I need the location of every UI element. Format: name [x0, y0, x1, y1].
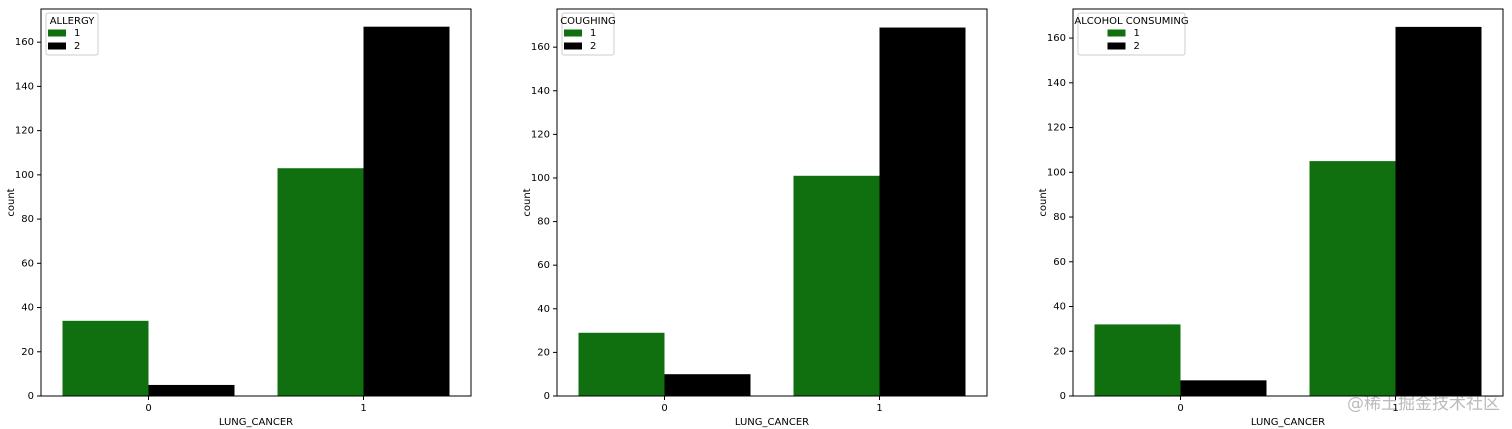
y-tick-label: 120 [1047, 123, 1066, 134]
y-tick-label: 60 [21, 258, 34, 269]
y-tick-label: 140 [15, 81, 34, 92]
x-tick-label: 0 [1177, 403, 1183, 414]
legend-label: 1 [1134, 28, 1140, 39]
legend-label: 1 [74, 28, 80, 39]
bar [879, 27, 966, 396]
y-tick-label: 160 [531, 42, 550, 53]
bar [664, 374, 751, 396]
legend-label: 2 [74, 41, 80, 52]
y-tick-label: 20 [537, 347, 550, 358]
x-axis-label: LUNG_CANCER [1251, 417, 1325, 428]
bar [62, 320, 149, 396]
legend-label: 2 [590, 41, 596, 52]
legend-swatch [48, 42, 66, 50]
legend-swatch [1107, 29, 1126, 37]
y-tick-label: 40 [1053, 302, 1066, 313]
y-tick-label: 20 [1053, 346, 1066, 357]
legend-title: COUGHING [560, 16, 616, 27]
y-tick-label: 140 [531, 86, 550, 97]
y-tick-label: 0 [544, 391, 550, 402]
bar [578, 332, 665, 396]
y-tick-label: 160 [1047, 33, 1066, 44]
bar [1094, 324, 1181, 396]
bar [363, 26, 450, 396]
y-tick-label: 0 [1060, 391, 1066, 402]
legend-swatch [48, 29, 66, 37]
y-tick-label: 100 [1047, 167, 1066, 178]
legend-swatch [564, 29, 582, 37]
axes-frame [556, 8, 988, 397]
bar [1180, 380, 1267, 396]
bar [1309, 161, 1396, 396]
y-axis-label: count [6, 188, 17, 216]
legend-label: 2 [1134, 41, 1140, 52]
x-tick-label: 0 [145, 403, 151, 414]
y-tick-label: 120 [15, 126, 34, 137]
legend-swatch [1107, 42, 1126, 50]
y-tick-label: 80 [21, 214, 34, 225]
y-tick-label: 160 [15, 37, 34, 48]
x-tick-label: 1 [876, 403, 882, 414]
x-tick-label: 1 [360, 403, 366, 414]
axes-frame [40, 8, 472, 397]
y-tick-label: 0 [28, 391, 34, 402]
x-tick-label: 1 [1392, 403, 1398, 414]
y-tick-label: 60 [1053, 257, 1066, 268]
y-tick-label: 20 [21, 347, 34, 358]
y-axis-label: count [522, 188, 533, 216]
y-tick-label: 40 [21, 303, 34, 314]
y-tick-label: 40 [537, 304, 550, 315]
legend-title: ALLERGY [50, 16, 96, 27]
y-tick-label: 100 [531, 173, 550, 184]
y-tick-label: 80 [537, 217, 550, 228]
y-axis-label: count [1038, 188, 1049, 216]
x-axis-label: LUNG_CANCER [735, 417, 809, 428]
legend-label: 1 [590, 28, 596, 39]
x-axis-label: LUNG_CANCER [219, 417, 293, 428]
axes-frame [1072, 8, 1504, 397]
y-tick-label: 60 [537, 260, 550, 271]
x-tick-label: 0 [661, 403, 667, 414]
y-tick-label: 100 [15, 170, 34, 181]
bar [1395, 26, 1482, 396]
bar [277, 168, 364, 396]
y-tick-label: 80 [1053, 212, 1066, 223]
legend-box [1077, 12, 1186, 56]
legend-swatch [564, 42, 582, 50]
y-tick-label: 120 [531, 129, 550, 140]
watermark: @稀土掘金技术社区 [1347, 394, 1500, 414]
bar [793, 175, 880, 396]
legend-title: ALCOHOL CONSUMING [1074, 16, 1188, 27]
bar [148, 384, 235, 396]
y-tick-label: 140 [1047, 78, 1066, 89]
